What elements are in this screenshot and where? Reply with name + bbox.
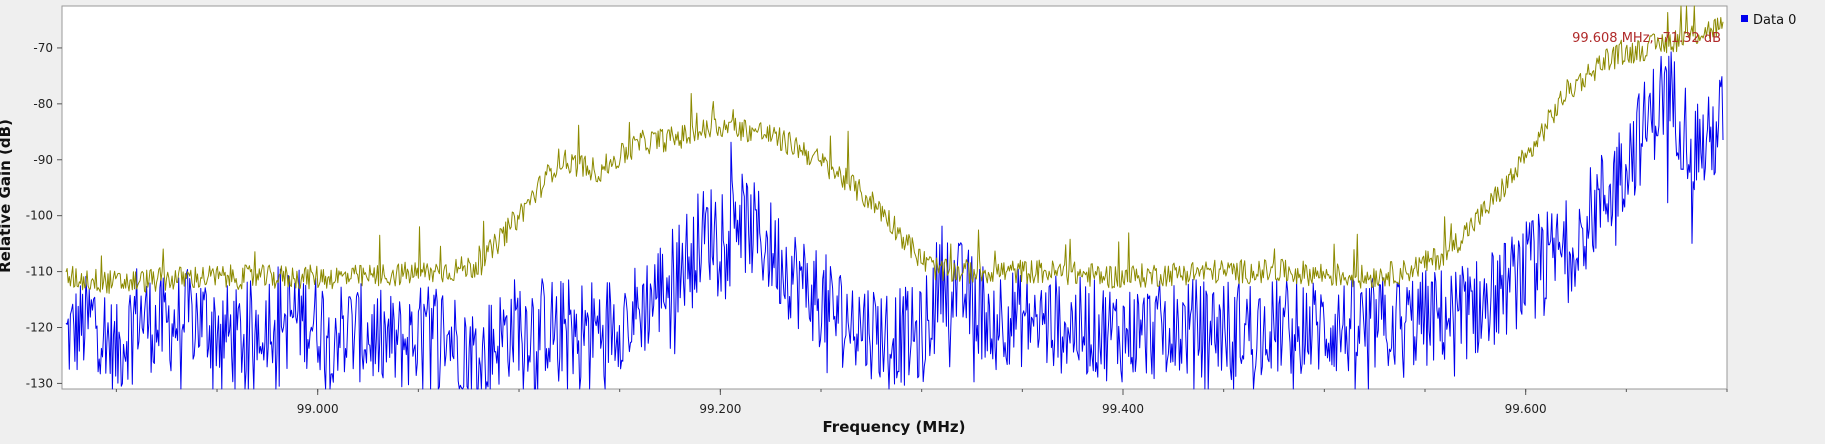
y-tick-label: -70 (33, 41, 53, 55)
x-tick-label: 99.000 (297, 402, 339, 416)
y-tick-label: -120 (26, 320, 53, 334)
x-axis: 99.000 99.200 99.400 99.600 (115, 389, 1728, 416)
y-tick-label: -90 (33, 153, 53, 167)
legend[interactable]: Data 0 (1741, 13, 1796, 28)
y-tick-label: -110 (26, 265, 53, 279)
marker-label: 99.608 MHz, -71.32 dB (1572, 31, 1721, 46)
y-tick-label: -100 (26, 209, 53, 223)
series-line-1 (65, 5, 1724, 294)
x-tick-label: 99.200 (699, 402, 741, 416)
y-axis: -70 -80 -90 -100 -110 -120 -130 (26, 41, 62, 390)
y-tick-label: -130 (26, 376, 53, 390)
y-tick-label: -80 (33, 97, 53, 111)
series-line-0 (65, 51, 1724, 390)
series-layer (65, 5, 1724, 390)
x-tick-label: 99.600 (1505, 402, 1547, 416)
x-axis-title: Frequency (MHz) (823, 418, 966, 436)
x-tick-label: 99.400 (1102, 402, 1144, 416)
legend-swatch (1741, 15, 1748, 22)
legend-label: Data 0 (1753, 13, 1796, 28)
y-axis-title: Relative Gain (dB) (0, 119, 14, 273)
